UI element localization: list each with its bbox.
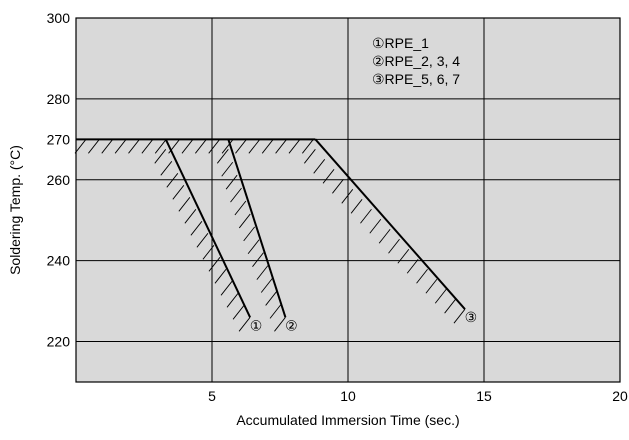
series-lines	[76, 138, 466, 318]
series-line-1	[164, 138, 251, 318]
x-axis-label: Accumulated Immersion Time (sec.)	[236, 412, 459, 428]
series-hatch-2	[269, 304, 282, 319]
series-hatch-1	[196, 233, 209, 248]
x-tick-label: 10	[340, 388, 356, 404]
series-hatch-1	[160, 161, 173, 176]
plateau-hatch	[128, 139, 140, 154]
plateau-hatch	[195, 139, 207, 154]
series-hatch-2	[234, 200, 247, 216]
hatching	[74, 139, 466, 332]
plateau-hatch	[221, 139, 234, 154]
grid	[76, 18, 620, 382]
series-hatch-2	[216, 149, 229, 164]
series-hatch-3	[453, 308, 466, 324]
series-hatch-3	[406, 258, 419, 274]
plateau-hatch	[181, 139, 194, 154]
series-hatch-2	[230, 187, 242, 203]
tick-labels: 5 10 15 20 220 240 260 270 280 300	[47, 10, 628, 404]
series-hatch-3	[434, 288, 447, 304]
plateau-hatch	[261, 139, 274, 154]
series-hatch-2	[256, 265, 269, 280]
plateau-hatch	[302, 139, 314, 154]
series-hatch-2	[252, 252, 264, 267]
legend-entry-3: ③RPE_5, 6, 7	[372, 71, 460, 87]
y-tick-label: 300	[47, 10, 71, 26]
series-hatch-3	[416, 268, 428, 284]
series-hatch-1	[190, 221, 203, 236]
series-hatch-3	[369, 218, 382, 234]
plateau-hatch	[248, 139, 261, 154]
series-hatch-1	[172, 185, 185, 200]
series-hatch-3	[397, 248, 410, 264]
plateau-hatch	[208, 139, 221, 154]
series-hatch-3	[350, 199, 363, 214]
series-marker-2: ②	[285, 317, 298, 333]
plateau-hatch	[74, 139, 87, 154]
series-hatch-2	[274, 317, 286, 332]
series-line-2	[227, 139, 287, 318]
legend-entry-2: ②RPE_2, 3, 4	[372, 53, 460, 69]
series-hatch-3	[332, 179, 344, 194]
series-hatch-2	[247, 239, 260, 255]
series-hatch-1	[184, 209, 197, 224]
series-hatch-2	[225, 174, 238, 190]
legend: ①RPE_1 ②RPE_2, 3, 4 ③RPE_5, 6, 7	[372, 35, 460, 87]
series-hatch-3	[425, 278, 438, 294]
series-hatch-1	[154, 149, 167, 164]
y-tick-label: 280	[47, 91, 71, 107]
series-markers: ① ② ③	[250, 309, 477, 333]
series-hatch-3	[304, 149, 316, 164]
plateau-hatch	[154, 139, 167, 154]
legend-entry-1: ①RPE_1	[372, 35, 429, 51]
y-tick-label: 240	[47, 253, 71, 269]
plateau-hatch	[288, 139, 301, 154]
series-hatch-1	[238, 317, 251, 332]
plateau-hatch	[141, 139, 154, 154]
y-tick-label: 220	[47, 334, 71, 350]
series-hatch-1	[232, 305, 245, 320]
plateau-hatch	[88, 139, 100, 154]
series-hatch-3	[360, 209, 372, 224]
series-hatch-2	[265, 291, 278, 306]
y-tick-label: 270	[47, 131, 71, 147]
series-hatch-1	[208, 257, 221, 272]
plateau-hatch	[101, 139, 114, 154]
series-hatch-3	[313, 159, 326, 174]
series-hatch-1	[214, 269, 227, 284]
plateau-hatch	[235, 139, 247, 154]
series-marker-1: ①	[250, 317, 263, 333]
series-hatch-1	[220, 281, 233, 296]
series-hatch-1	[226, 293, 239, 308]
series-hatch-3	[322, 169, 335, 184]
y-axis-label: Soldering Temp. (°C)	[7, 145, 23, 275]
series-marker-3: ③	[465, 309, 478, 325]
series-hatch-3	[378, 228, 391, 244]
series-hatch-2	[221, 161, 234, 177]
x-tick-label: 15	[476, 388, 492, 404]
series-hatch-3	[341, 189, 354, 204]
series-hatch-2	[243, 226, 256, 242]
plateau-hatch	[114, 139, 127, 154]
series-line-3	[314, 138, 466, 310]
series-hatch-3	[388, 238, 400, 254]
x-tick-label: 5	[208, 388, 216, 404]
series-hatch-2	[260, 278, 273, 293]
x-tick-label: 20	[612, 388, 628, 404]
series-hatch-1	[166, 173, 179, 188]
series-hatch-3	[444, 298, 456, 314]
series-hatch-2	[238, 213, 251, 229]
plateau-hatch	[275, 139, 287, 154]
y-tick-label: 260	[47, 172, 71, 188]
series-hatch-1	[178, 197, 191, 212]
series-hatch-1	[202, 245, 215, 260]
